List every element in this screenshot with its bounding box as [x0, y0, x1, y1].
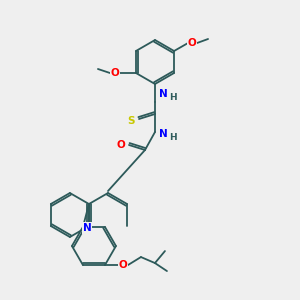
Text: H: H	[169, 133, 177, 142]
Text: N: N	[82, 223, 91, 233]
Text: N: N	[159, 89, 167, 99]
Text: O: O	[111, 68, 119, 78]
Text: O: O	[118, 260, 127, 270]
Text: S: S	[127, 116, 135, 126]
Text: H: H	[169, 92, 177, 101]
Text: O: O	[117, 140, 125, 150]
Text: O: O	[188, 38, 197, 48]
Text: N: N	[159, 129, 167, 139]
